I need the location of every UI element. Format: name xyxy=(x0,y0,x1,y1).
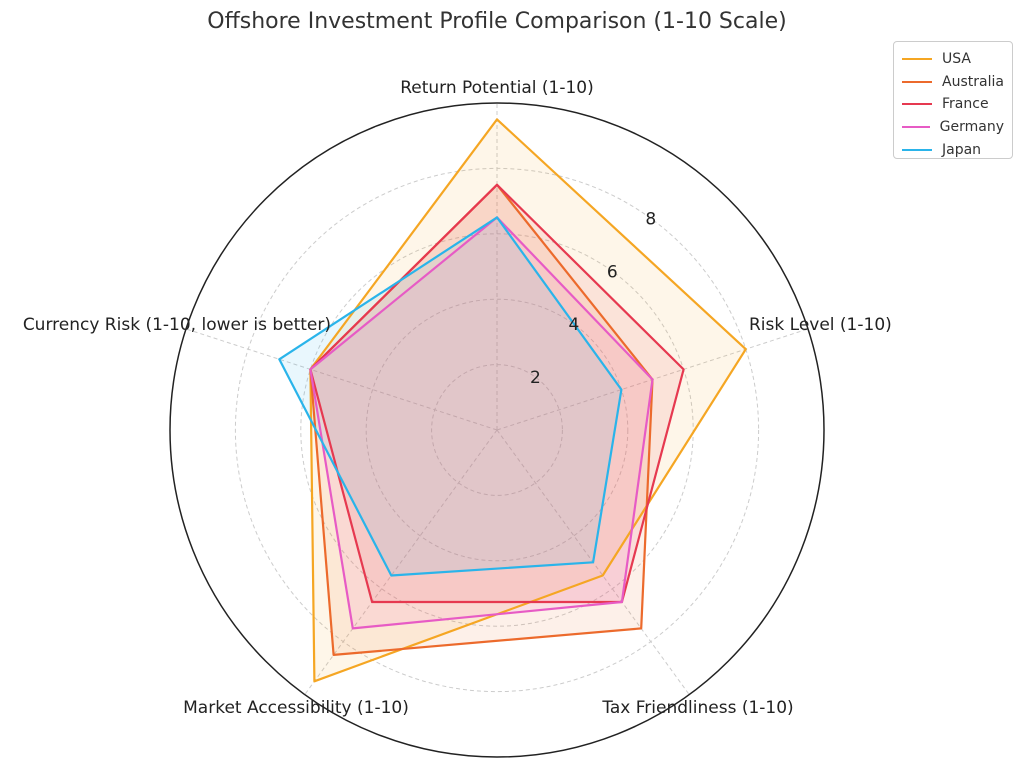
radial-tick-label: 4 xyxy=(568,315,579,335)
legend-swatch xyxy=(902,103,932,106)
radial-tick-label: 2 xyxy=(530,368,541,388)
legend-swatch xyxy=(902,80,932,83)
series-line-usa xyxy=(309,118,747,683)
legend-item-japan: Japan xyxy=(902,138,1004,161)
series-area-france xyxy=(310,184,684,603)
chart-title: Offshore Investment Profile Comparison (… xyxy=(207,9,786,34)
series-area-australia xyxy=(310,184,653,655)
legend-label: France xyxy=(942,96,989,113)
legend-item-usa: USA xyxy=(902,48,1004,71)
legend-swatch xyxy=(902,148,932,151)
series-line-japan xyxy=(278,216,623,577)
legend-swatch xyxy=(902,126,930,129)
series-area-usa xyxy=(310,119,746,682)
series-line-france xyxy=(309,183,685,604)
radar-series xyxy=(278,118,747,683)
legend-label: Germany xyxy=(939,119,1004,136)
radial-tick-label: 8 xyxy=(645,209,656,229)
radar-frame xyxy=(169,102,825,758)
radar-labels: 2 4 6 8 Return Potential (1-10) Risk Level (1… xyxy=(23,78,892,718)
series-line-germany xyxy=(309,216,654,630)
axis-label: Risk Level (1-10) xyxy=(749,315,892,335)
series-area-germany xyxy=(310,217,653,629)
legend-label: Australia xyxy=(942,73,1004,90)
axis-label: Return Potential (1-10) xyxy=(400,78,594,98)
grid-spoke xyxy=(185,328,498,431)
grid-spoke xyxy=(304,429,498,695)
axis-label: Market Accessibility (1-10) xyxy=(183,698,409,718)
legend-label: USA xyxy=(942,51,971,68)
legend-swatch xyxy=(902,58,932,61)
axis-label: Currency Risk (1-10, lower is better) xyxy=(23,315,331,335)
legend: USA Australia France Germany Japan xyxy=(893,41,1013,159)
series-area-japan xyxy=(279,217,622,576)
legend-item-france: France xyxy=(902,93,1004,116)
axis-label: Tax Friendliness (1-10) xyxy=(601,698,793,718)
legend-item-germany: Germany xyxy=(902,116,1004,139)
grid-circle xyxy=(365,298,629,562)
legend-label: Japan xyxy=(942,141,982,158)
radial-tick-label: 6 xyxy=(607,262,618,282)
legend-item-australia: Australia xyxy=(902,71,1004,94)
grid-circle xyxy=(431,364,563,496)
